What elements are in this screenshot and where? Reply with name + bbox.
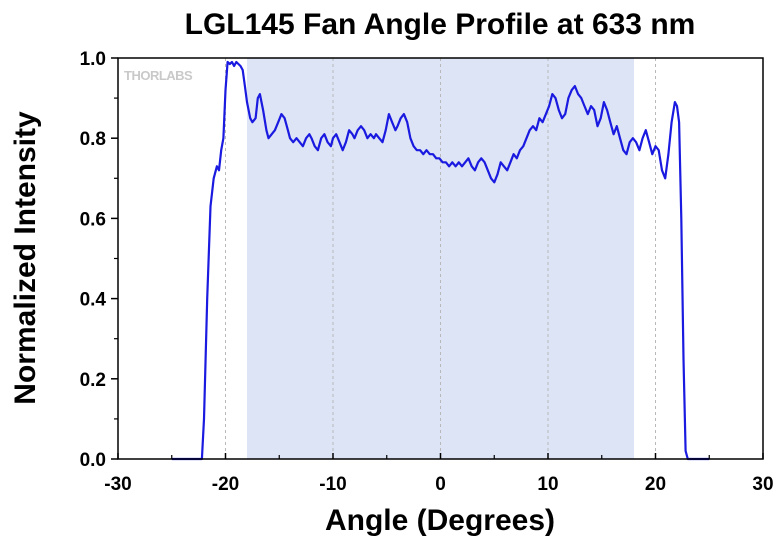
x-tick-label: 30: [752, 474, 773, 495]
y-tick-label: 0.8: [80, 129, 106, 150]
x-tick-label: -20: [212, 474, 239, 495]
x-tick-label: 10: [537, 474, 558, 495]
x-tick-label: 0: [435, 474, 446, 495]
y-tick-label: 0.6: [80, 209, 106, 230]
y-axis-label: Normalized Intensity: [9, 111, 42, 405]
x-tick-label: 20: [645, 474, 666, 495]
x-tick-label: -10: [319, 474, 346, 495]
x-tick-label: -30: [104, 474, 131, 495]
thorlabs-logo: THORLABS: [124, 68, 193, 83]
y-tick-label: 0.4: [80, 290, 107, 311]
y-tick-label: 1.0: [80, 49, 106, 70]
chart-title: LGL145 Fan Angle Profile at 633 nm: [185, 8, 696, 41]
x-axis-label: Angle (Degrees): [325, 504, 555, 537]
y-tick-label: 0.0: [80, 450, 106, 471]
series-line: [171, 60, 710, 461]
y-tick-label: 0.2: [80, 370, 106, 391]
